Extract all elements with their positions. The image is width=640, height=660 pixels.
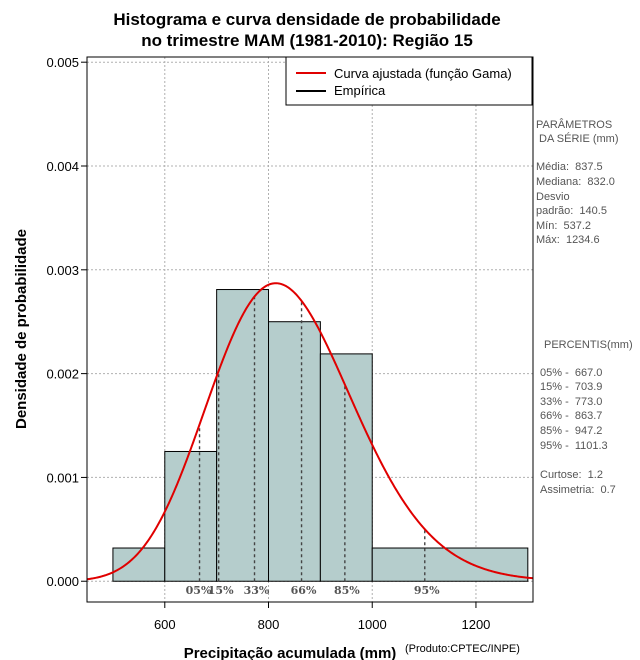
x-axis-ticks: 600 800 1000 1200: [154, 602, 490, 632]
param-min: Mín: 537.2: [536, 220, 591, 232]
percentil-66: 66% - 863.7: [540, 410, 602, 422]
assimetria: Assimetria: 0.7: [540, 484, 616, 496]
percentile-lines: 05%15% 33% 66% 85% 95%: [186, 296, 440, 597]
legend-label-fitted: Curva ajustada (função Gama): [334, 66, 512, 81]
y-tick-label-2: 0.002: [46, 367, 79, 382]
percentil-15: 15% - 703.9: [540, 381, 602, 393]
percentis-title: PERCENTIS(mm): [544, 339, 633, 351]
percentil-05: 05% - 667.0: [540, 367, 602, 379]
fitted-curve-layer: [86, 282, 534, 581]
x-tick-label-0: 600: [154, 617, 176, 632]
y-axis-ticks: 0.000 0.001 0.002 0.003 0.004 0.005: [46, 55, 87, 589]
legend-label-empirical: Empírica: [334, 83, 386, 98]
y-tick-label-4: 0.004: [46, 159, 79, 174]
product-credit: (Produto:CPTEC/INPE): [405, 643, 520, 655]
percentil-33: 33% - 773.0: [540, 396, 602, 408]
histogram-bar-5: [371, 547, 529, 582]
legend-box: [285, 56, 533, 106]
percentile-label-15%: 15%: [208, 584, 234, 597]
param-mediana: Mediana: 832.0: [536, 176, 615, 188]
percentile-label-85%: 85%: [334, 584, 360, 597]
percentile-label-05%: 05%: [186, 584, 212, 597]
x-tick-label-3: 1200: [461, 617, 490, 632]
params-title-2: DA SÉRIE (mm): [536, 132, 619, 145]
params-title-1: PARÂMETROS: [536, 118, 612, 131]
y-tick-label-0: 0.000: [46, 574, 79, 589]
percentile-label-95%: 95%: [414, 584, 440, 597]
percentil-95: 95% - 1101.3: [540, 440, 608, 452]
curtose: Curtose: 1.2: [540, 469, 603, 481]
percentile-label-66%: 66%: [291, 584, 317, 597]
param-desvio: Desvio: [536, 191, 570, 203]
param-media: Média: 837.5: [536, 161, 603, 173]
histogram-bar-4: [319, 353, 373, 582]
histogram-bars: [112, 289, 529, 582]
x-tick-label-1: 800: [258, 617, 280, 632]
legend: Curva ajustada (função Gama) Empírica: [285, 56, 533, 106]
param-max: Máx: 1234.6: [536, 234, 600, 246]
x-axis-label: Precipitação acumulada (mm): [184, 645, 397, 660]
param-desvio-padrao: padrão: 140.5: [536, 205, 607, 217]
x-tick-label-2: 1000: [358, 617, 387, 632]
percentiles-panel: PERCENTIS(mm) 05% - 667.0 15% - 703.9 33…: [540, 339, 633, 496]
series-parameters-panel: PARÂMETROS DA SÉRIE (mm) Média: 837.5 Me…: [536, 118, 619, 246]
histogram-bar-2: [216, 289, 270, 582]
chart-title-line-2: no trimestre MAM (1981-2010): Região 15: [141, 31, 473, 50]
percentil-85: 85% - 947.2: [540, 425, 602, 437]
histogram-bar-1: [164, 450, 218, 582]
percentile-label-33%: 33%: [244, 584, 270, 597]
y-tick-label-1: 0.001: [46, 470, 79, 485]
chart-title-line-1: Histograma e curva densidade de probabil…: [113, 10, 500, 29]
histogram-bar-3: [268, 321, 321, 582]
y-axis-label: Densidade de probabilidade: [13, 229, 30, 429]
y-tick-label-5: 0.005: [46, 55, 79, 70]
y-tick-label-3: 0.003: [46, 263, 79, 278]
fitted-gamma-curve: [86, 282, 534, 581]
